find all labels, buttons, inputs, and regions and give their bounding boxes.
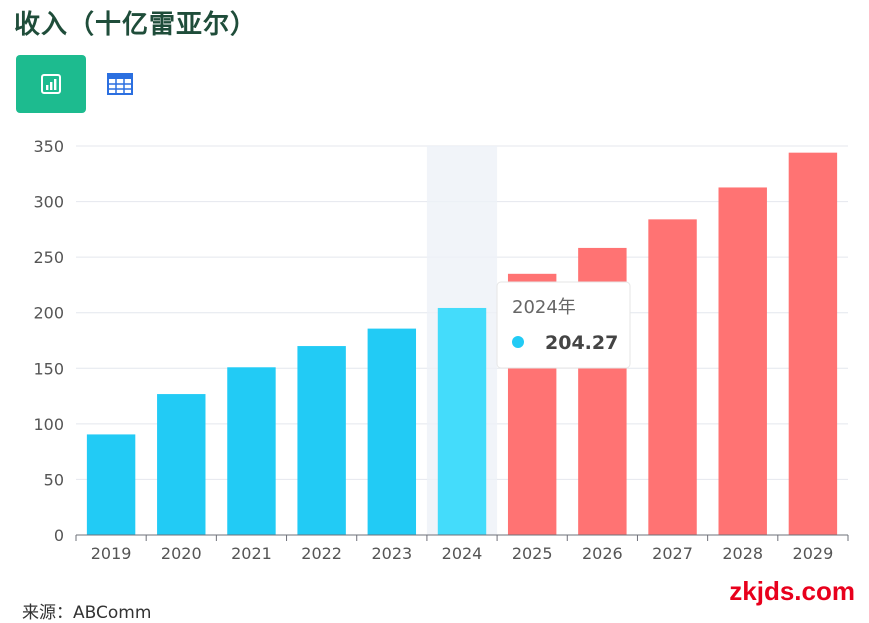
- source-note: 来源：ABComm: [22, 603, 152, 623]
- x-axis: 2019 2020 2021 2022 2023 2024 2025 2026 2027 2028…: [75, 534, 849, 563]
- y-tick-label: 350: [33, 137, 64, 156]
- bar-2027[interactable]: [648, 219, 697, 535]
- x-tick-label: 2024: [442, 544, 483, 563]
- bar-2019[interactable]: [86, 434, 136, 535]
- x-tick-label: 2025: [512, 544, 553, 563]
- tooltip-label: 2024年: [512, 297, 576, 318]
- y-tick-label: 300: [33, 193, 64, 212]
- y-tick-label: 200: [33, 304, 64, 323]
- x-tick-label: 2023: [371, 544, 412, 563]
- tooltip-marker: [512, 336, 524, 348]
- tooltip-value: 204.27: [545, 332, 618, 354]
- y-tick-label: 0: [54, 526, 64, 545]
- table-view-button[interactable]: [100, 55, 140, 113]
- x-tick-label: 2027: [652, 544, 693, 563]
- y-tick-label: 100: [33, 415, 64, 434]
- x-tick-label: 2026: [582, 544, 623, 563]
- y-tick-label: 150: [33, 359, 64, 378]
- bar-2028[interactable]: [718, 187, 767, 535]
- bar-2024[interactable]: [437, 307, 487, 535]
- bars: [86, 152, 838, 535]
- tooltip: 2024年 204.27: [496, 281, 631, 369]
- chart-title: 收入（十亿雷亚尔）: [14, 10, 258, 40]
- bar-2020[interactable]: [157, 394, 206, 535]
- y-tick-label: 250: [33, 248, 64, 267]
- y-tick-label: 50: [44, 470, 64, 489]
- x-tick-label: 2022: [301, 544, 342, 563]
- chart-view-button[interactable]: [16, 55, 86, 113]
- x-tick-label: 2028: [722, 544, 763, 563]
- tooltip-box: [496, 281, 631, 369]
- x-tick-label: 2020: [161, 544, 202, 563]
- bar-chart-icon: [41, 74, 61, 94]
- bar-2023[interactable]: [367, 328, 417, 535]
- watermark: zkjds.com: [729, 576, 855, 606]
- x-tick-label: 2029: [793, 544, 834, 563]
- x-tick-label: 2019: [91, 544, 132, 563]
- bar-2021[interactable]: [227, 367, 276, 535]
- x-tick-label: 2021: [231, 544, 272, 563]
- table-grid-icon: [107, 73, 133, 95]
- bar-2022[interactable]: [297, 346, 346, 535]
- bar-2029[interactable]: [788, 152, 838, 535]
- y-axis: 0 50 100 150 200 250 300 350: [33, 137, 64, 545]
